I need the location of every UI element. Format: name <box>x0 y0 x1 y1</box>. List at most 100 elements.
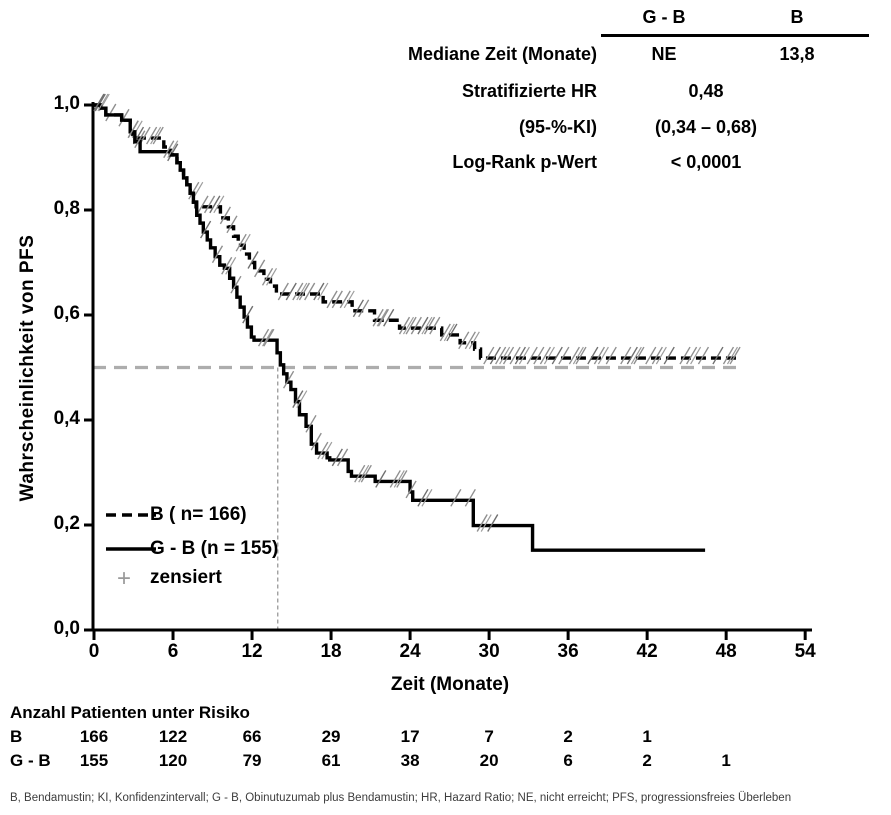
censor-mark <box>729 346 741 365</box>
censor-mark <box>262 328 274 347</box>
censor-mark <box>439 323 451 342</box>
risk-row-label-gb: G - B <box>10 751 51 770</box>
y-tick-label: 1,0 <box>53 93 80 114</box>
risk-value: 38 <box>400 751 420 770</box>
stats-median-gb: NE <box>651 44 677 64</box>
censor-mark <box>410 316 422 335</box>
censor-mark <box>533 346 545 365</box>
censor-mark <box>352 299 365 318</box>
stats-row-label-pvalue: Log-Rank p-Wert <box>452 152 597 172</box>
footnote: B, Bendamustin; KI, Konfidenzintervall; … <box>10 792 792 804</box>
censor-mark <box>645 346 657 365</box>
censor-mark <box>150 126 162 145</box>
censor-mark <box>219 206 231 225</box>
censor-mark <box>247 251 259 269</box>
censor-mark <box>298 282 311 301</box>
censor-mark <box>360 464 372 483</box>
series-curve-b <box>94 103 740 360</box>
censor-mark <box>389 470 401 488</box>
stats-header-underline <box>601 34 869 37</box>
censor-mark <box>377 308 390 327</box>
censor-mark <box>213 195 225 214</box>
censor-mark <box>235 233 247 252</box>
x-tick-label: 6 <box>167 641 179 662</box>
risk-value: 17 <box>400 727 420 746</box>
censor-mark <box>343 290 355 309</box>
censor-mark <box>354 464 366 483</box>
censor-mark <box>321 441 333 460</box>
censor-mark <box>152 126 164 145</box>
risk-value: 1 <box>642 727 652 746</box>
censor-mark <box>372 308 384 327</box>
stats-row-label-median: Mediane Zeit (Monate) <box>407 44 597 64</box>
censor-mark <box>499 346 511 365</box>
risk-value: 66 <box>242 727 262 746</box>
x-tick-label: 30 <box>478 641 500 662</box>
censor-mark <box>266 267 278 286</box>
censor-mark <box>134 130 146 149</box>
censor-mark <box>331 290 343 309</box>
censor-mark <box>230 275 242 294</box>
censor-mark <box>261 267 274 286</box>
censor-mark <box>383 308 395 327</box>
stats-ci-value: (0,34 – 0,68) <box>654 117 758 137</box>
risk-value: 155 <box>79 751 109 770</box>
censor-mark <box>94 93 106 112</box>
censor-mark <box>663 346 675 365</box>
censor-mark <box>163 140 175 159</box>
censor-mark <box>464 331 476 350</box>
censor-mark <box>626 346 638 365</box>
x-tick-label: 42 <box>636 641 658 662</box>
censored-plus-icon: + <box>116 565 131 592</box>
censor-mark <box>587 346 599 365</box>
censor-mark <box>211 245 224 264</box>
x-axis-title: Zeit (Monate) <box>390 674 510 695</box>
risk-table-title: Anzahl Patienten unter Risiko <box>10 703 250 722</box>
x-tick-label: 24 <box>399 641 421 662</box>
censor-mark <box>480 514 492 532</box>
series-curve-gb <box>94 103 706 552</box>
censor-mark <box>296 390 308 408</box>
risk-value: 166 <box>79 727 109 746</box>
censor-mark <box>310 432 322 451</box>
censor-mark <box>572 346 584 365</box>
stats-col-header-gb: G - B <box>642 7 686 27</box>
censor-mark <box>167 140 179 159</box>
censor-mark <box>263 328 275 347</box>
censor-mark <box>292 282 304 301</box>
censor-mark <box>326 290 338 309</box>
censor-mark <box>313 282 325 301</box>
censor-mark <box>167 143 179 162</box>
risk-value: 29 <box>321 727 341 746</box>
censor-mark <box>575 346 587 365</box>
censor-mark <box>429 316 441 335</box>
censor-mark <box>282 370 295 389</box>
censor-mark <box>257 328 270 347</box>
risk-value: 120 <box>158 751 188 770</box>
censor-mark <box>509 346 521 365</box>
censor-mark <box>393 470 405 488</box>
censor-mark <box>593 346 606 365</box>
censor-mark <box>221 256 233 275</box>
censor-mark <box>458 331 470 350</box>
censor-mark <box>200 220 212 239</box>
censor-mark <box>127 120 139 139</box>
risk-value: 7 <box>484 727 494 746</box>
risk-value: 79 <box>242 751 262 770</box>
censor-mark <box>375 470 387 488</box>
censor-mark <box>296 282 308 301</box>
censor-mark <box>402 316 415 335</box>
censor-mark <box>417 488 429 507</box>
censor-mark <box>551 346 563 365</box>
censor-mark <box>118 108 130 127</box>
stats-row-label-ci: (95-%-KI) <box>518 117 597 137</box>
stats-row-label-hr: Stratifizierte HR <box>461 81 597 101</box>
censor-mark <box>358 464 370 483</box>
censor-mark <box>468 331 480 350</box>
censor-mark <box>476 514 488 532</box>
censor-mark <box>225 256 237 275</box>
censor-mark <box>697 346 710 365</box>
censor-mark <box>423 316 436 335</box>
